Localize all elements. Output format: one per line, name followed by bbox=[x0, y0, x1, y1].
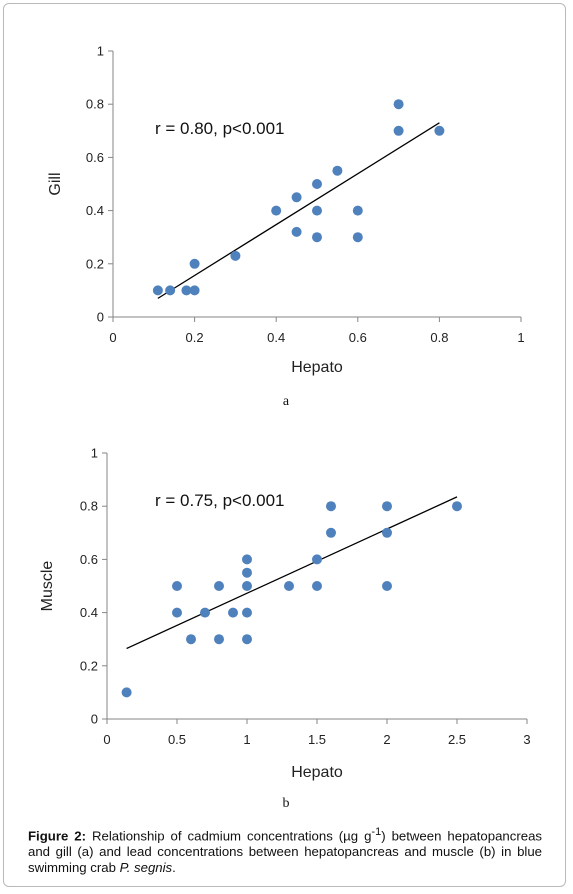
chart2-panel-label: b bbox=[283, 796, 290, 811]
caption-text-after: ) between hepatopancreas and gill (a) an… bbox=[28, 828, 543, 876]
chart2-data-point bbox=[312, 554, 322, 565]
chart2-y-tick-label: 0.6 bbox=[80, 552, 98, 567]
chart1-data-point bbox=[352, 205, 363, 216]
chart2-x-tick-label: 2.5 bbox=[448, 732, 466, 747]
chart1-x-tick-label: 0.8 bbox=[430, 330, 448, 345]
chart1-data-point bbox=[291, 226, 302, 237]
chart2-x-tick-label: 1.5 bbox=[308, 732, 326, 747]
chart1-x-tick-label: 0.2 bbox=[186, 330, 204, 345]
chart2-data-point bbox=[172, 607, 182, 618]
chart1-x-tick-label: 0.6 bbox=[349, 330, 367, 345]
chart2-annotation: r = 0.75, p<0.001 bbox=[155, 491, 285, 510]
chart1-y-tick-label: 0.8 bbox=[86, 97, 104, 112]
chart1-y-tick-label: 0 bbox=[97, 310, 104, 325]
caption-label: Figure 2: bbox=[28, 828, 87, 844]
chart2-trendline bbox=[126, 496, 458, 650]
caption-superscript: -1 bbox=[371, 826, 382, 838]
chart2-data-point bbox=[242, 581, 252, 591]
chart1-data-point bbox=[312, 205, 322, 216]
chart2-data-point bbox=[242, 634, 252, 645]
chart2-x-tick-label: 0.5 bbox=[168, 732, 186, 747]
chart2-x-tick-label: 3 bbox=[523, 732, 530, 747]
chart2-x-tick-label: 1 bbox=[243, 732, 250, 747]
chart2-data-point bbox=[200, 607, 210, 618]
chart2-data-point bbox=[382, 581, 392, 591]
chart2-data-point bbox=[326, 501, 336, 512]
chart1-data-point bbox=[291, 192, 302, 203]
chart2-data-point bbox=[284, 581, 294, 591]
chart2-data-point bbox=[214, 634, 224, 645]
chart2-data-point bbox=[452, 501, 462, 512]
chart1-x-tick-label: 0 bbox=[109, 330, 116, 345]
chart2-data-point bbox=[382, 527, 392, 538]
caption-species: P. segnis bbox=[119, 860, 173, 876]
chart2-x-tick-label: 2 bbox=[383, 732, 390, 747]
chart2-data-point bbox=[312, 581, 322, 591]
chart2-y-tick-label: 1 bbox=[91, 446, 98, 461]
chart2-data-point bbox=[242, 607, 252, 618]
chart1-y-tick-label: 0.4 bbox=[86, 203, 104, 218]
chart1-data-point bbox=[152, 285, 163, 296]
chart1-annotation: r = 0.80, p<0.001 bbox=[155, 119, 285, 138]
chart1-data-point bbox=[312, 232, 322, 243]
chart2-y-tick-label: 0 bbox=[91, 712, 98, 727]
figure-caption: Figure 2: Relationship of cadmium concen… bbox=[28, 824, 542, 876]
figure-frame bbox=[3, 3, 566, 887]
chart1-data-point bbox=[312, 179, 322, 189]
chart1-y-tick-label: 0.6 bbox=[86, 150, 104, 165]
chart1-data-point bbox=[434, 125, 445, 136]
chart1-data-point bbox=[165, 285, 176, 296]
chart1-y-tick-label: 0.2 bbox=[86, 256, 104, 271]
caption-end: . bbox=[172, 860, 176, 876]
chart2-data-point bbox=[228, 607, 238, 618]
chart1-data-point bbox=[393, 125, 404, 136]
chart2-y-tick-label: 0.2 bbox=[80, 658, 98, 673]
chart2-x-axis-label: Hepato bbox=[291, 764, 343, 781]
chart1-x-tick-label: 0.4 bbox=[267, 330, 285, 345]
chart1-data-point bbox=[189, 258, 200, 269]
chart1-x-axis-label: Hepato bbox=[291, 359, 343, 376]
chart1-data-point bbox=[352, 232, 363, 243]
chart1-panel-label: a bbox=[283, 394, 290, 409]
chart2-data-point bbox=[121, 687, 132, 698]
chart1-data-point bbox=[271, 205, 282, 216]
chart2-data-point bbox=[382, 501, 392, 512]
chart2-data-point bbox=[214, 581, 224, 591]
chart2-data-point bbox=[242, 567, 252, 578]
chart1-y-axis-label: Gill bbox=[47, 172, 64, 195]
chart1-y-tick-label: 1 bbox=[97, 44, 104, 59]
chart2-data-point bbox=[186, 634, 196, 645]
caption-text-before: Relationship of cadmium concentrations (… bbox=[86, 828, 372, 844]
chart1-x-tick-label: 1 bbox=[517, 330, 524, 345]
chart1-data-point bbox=[189, 285, 200, 296]
chart2-y-tick-label: 0.4 bbox=[80, 605, 98, 620]
chart1-data-point bbox=[393, 99, 404, 110]
chart2-y-tick-label: 0.8 bbox=[80, 499, 98, 514]
chart2-data-point bbox=[172, 581, 182, 591]
chart1-data-point bbox=[230, 250, 241, 261]
chart2-data-point bbox=[242, 554, 252, 565]
chart2-y-axis-label: Muscle bbox=[39, 561, 56, 612]
chart1-trendline bbox=[157, 122, 440, 299]
chart2-data-point bbox=[326, 527, 336, 538]
chart1-data-point bbox=[181, 285, 192, 296]
chart1-data-point bbox=[332, 165, 343, 176]
chart2-x-tick-label: 0 bbox=[103, 732, 110, 747]
